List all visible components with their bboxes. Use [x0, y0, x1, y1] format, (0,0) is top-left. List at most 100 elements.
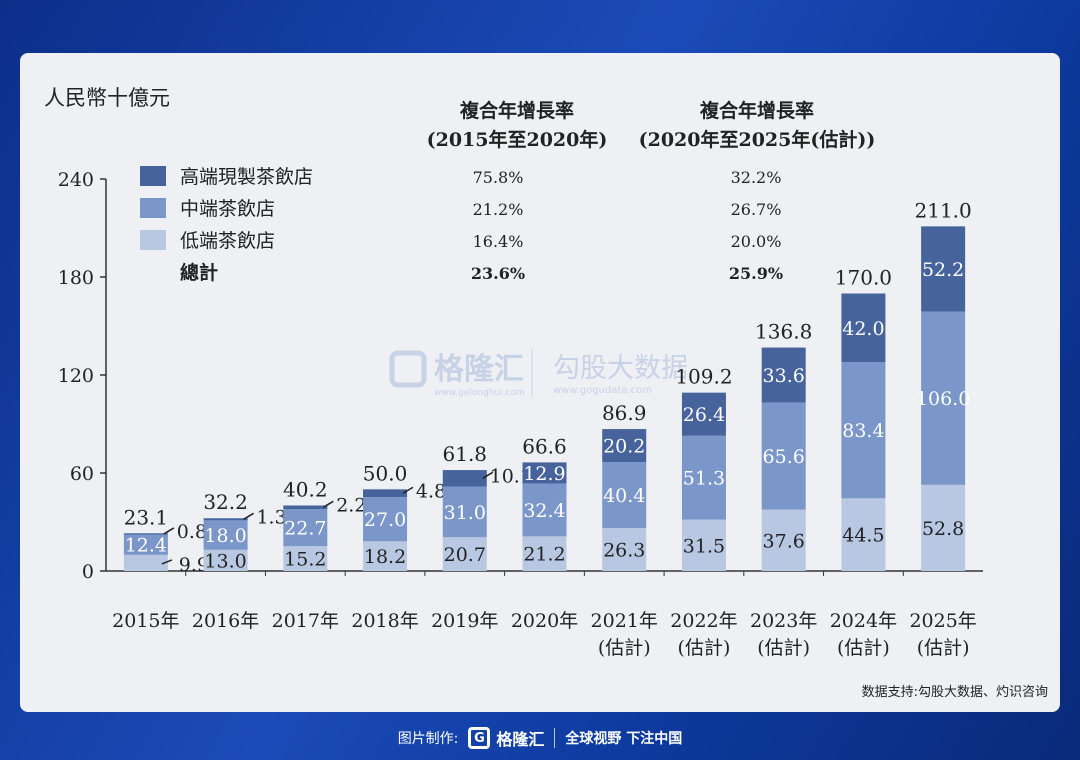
x-category-label: (估計) [598, 637, 651, 659]
segment-value-label: 22.7 [284, 518, 326, 540]
bar-high-segment [123, 533, 168, 535]
bar-high-segment [681, 392, 726, 436]
segment-leader-line [322, 500, 334, 508]
bar-low-segment [203, 549, 248, 571]
cagr-2015-2020-value: 75.8% [473, 168, 524, 187]
gelonghui-logo-icon: G [468, 727, 491, 749]
segment-value-label: 83.4 [842, 420, 884, 442]
bar-high-segment [921, 226, 966, 312]
cagr-header-1-title: 複合年增長率 [459, 99, 574, 122]
bar-mid-segment [522, 483, 567, 537]
bar-low-segment [921, 484, 966, 571]
cagr-2020-2025-value: 32.2% [731, 168, 782, 187]
segment-value-label: 10.1 [490, 465, 532, 487]
segment-leader-line [243, 512, 254, 520]
segment-value-label: 0.8 [177, 521, 207, 543]
segment-value-label: 40.4 [603, 485, 645, 507]
bar-mid-segment [681, 435, 726, 520]
segment-value-label: 15.2 [284, 549, 326, 571]
watermark-logo-icon [389, 350, 427, 388]
cagr-2020-2025-value: 20.0% [731, 232, 782, 251]
cagr-2015-2020-value: 16.4% [473, 232, 524, 251]
bar-high-segment [363, 489, 408, 498]
cagr-2020-2025-value: 26.7% [731, 200, 782, 219]
segment-value-label: 18.2 [364, 546, 406, 568]
x-category-label: (估計) [678, 637, 731, 659]
bar-mid-segment [283, 509, 328, 547]
x-category-label: 2016年 [192, 610, 259, 632]
footer: 图片制作: G 格隆汇 全球视野 下注中国 [0, 722, 1080, 754]
bar-high-segment [442, 470, 487, 487]
bar-low-segment [123, 554, 168, 571]
legend-label: 總計 [180, 261, 218, 284]
source-note: 数据支持:勾股大数据、灼识咨询 [862, 685, 1048, 700]
chart-card: 人民幣十億元格隆汇 www.gelonghui.com 勾股大数据 www.gogud… [20, 53, 1060, 712]
bar-high-segment [522, 462, 567, 484]
bar-high-segment [602, 429, 647, 463]
segment-value-label: 33.6 [763, 365, 805, 387]
legend-swatch [140, 230, 166, 250]
legend-label: 低端茶飲店 [180, 230, 275, 252]
unit-label: 人民幣十億元 [44, 86, 170, 110]
bar-total-label: 86.9 [602, 401, 647, 425]
cagr-header-2-title: 複合年增長率 [699, 99, 814, 122]
x-category-label: 2021年 [591, 610, 658, 632]
x-category-label: 2024年 [830, 610, 897, 632]
segment-value-label: 31.5 [683, 535, 725, 557]
bar-mid-segment [761, 402, 806, 510]
bar-total-label: 66.6 [522, 434, 567, 458]
bar-low-segment [283, 546, 328, 571]
x-category-label: 2023年 [750, 610, 817, 632]
footer-brand: 格隆汇 [496, 730, 545, 749]
x-category-label: 2025年 [909, 610, 976, 632]
footer-logo: G 格隆汇 [468, 726, 544, 750]
bar-mid-segment [123, 534, 168, 555]
segment-value-label: 52.8 [922, 518, 964, 540]
segment-value-label: 52.2 [922, 259, 964, 281]
legend-swatch [140, 166, 166, 186]
watermark-partner-url: www.gogudata.com [553, 385, 652, 396]
segment-value-label: 18.0 [204, 525, 246, 547]
legend-swatch [140, 198, 166, 218]
bar-low-segment [841, 498, 886, 571]
x-category-label: 2019年 [431, 610, 498, 632]
bar-low-segment [363, 541, 408, 571]
x-category-label: 2017年 [272, 610, 339, 632]
bar-mid-segment [602, 462, 647, 529]
y-tick-label: 0 [82, 561, 94, 583]
bar-mid-segment [841, 362, 886, 499]
segment-value-label: 32.4 [523, 500, 565, 522]
legend-label: 中端茶飲店 [180, 198, 275, 220]
watermark-brand: 格隆汇 [434, 352, 524, 387]
bar-total-label: 61.8 [443, 442, 488, 466]
bar-mid-segment [203, 520, 248, 550]
bar-total-label: 40.2 [283, 478, 328, 502]
x-category-label: 2022年 [670, 610, 737, 632]
y-tick-label: 180 [58, 267, 94, 289]
segment-value-label: 37.6 [763, 530, 805, 552]
bar-low-segment [681, 519, 726, 571]
cagr-2015-2020-value: 23.6% [471, 264, 525, 283]
bar-mid-segment [921, 311, 966, 485]
segment-leader-line [161, 559, 173, 565]
bar-mid-segment [363, 497, 408, 542]
bar-total-label: 136.8 [755, 320, 812, 344]
bar-low-segment [761, 509, 806, 571]
bar-total-label: 109.2 [675, 365, 732, 389]
bar-low-segment [522, 536, 567, 571]
segment-value-label: 26.4 [683, 404, 725, 426]
segment-value-label: 12.4 [125, 535, 167, 557]
x-category-label: 2020年 [511, 610, 578, 632]
bar-high-segment [203, 518, 248, 521]
segment-value-label: 2.2 [336, 494, 366, 516]
segment-value-label: 31.0 [444, 502, 486, 524]
segment-value-label: 21.2 [523, 544, 565, 566]
segment-value-label: 20.2 [603, 436, 645, 458]
y-tick-label: 120 [58, 365, 94, 387]
footer-made-by: 图片制作: [397, 731, 459, 747]
watermark-partner: 勾股大数据 [553, 353, 688, 384]
watermark-brand-url: www.gelonghui.com [434, 388, 525, 398]
footer-divider [554, 728, 556, 748]
segment-value-label: 20.7 [444, 544, 486, 566]
segment-value-label: 27.0 [364, 509, 406, 531]
